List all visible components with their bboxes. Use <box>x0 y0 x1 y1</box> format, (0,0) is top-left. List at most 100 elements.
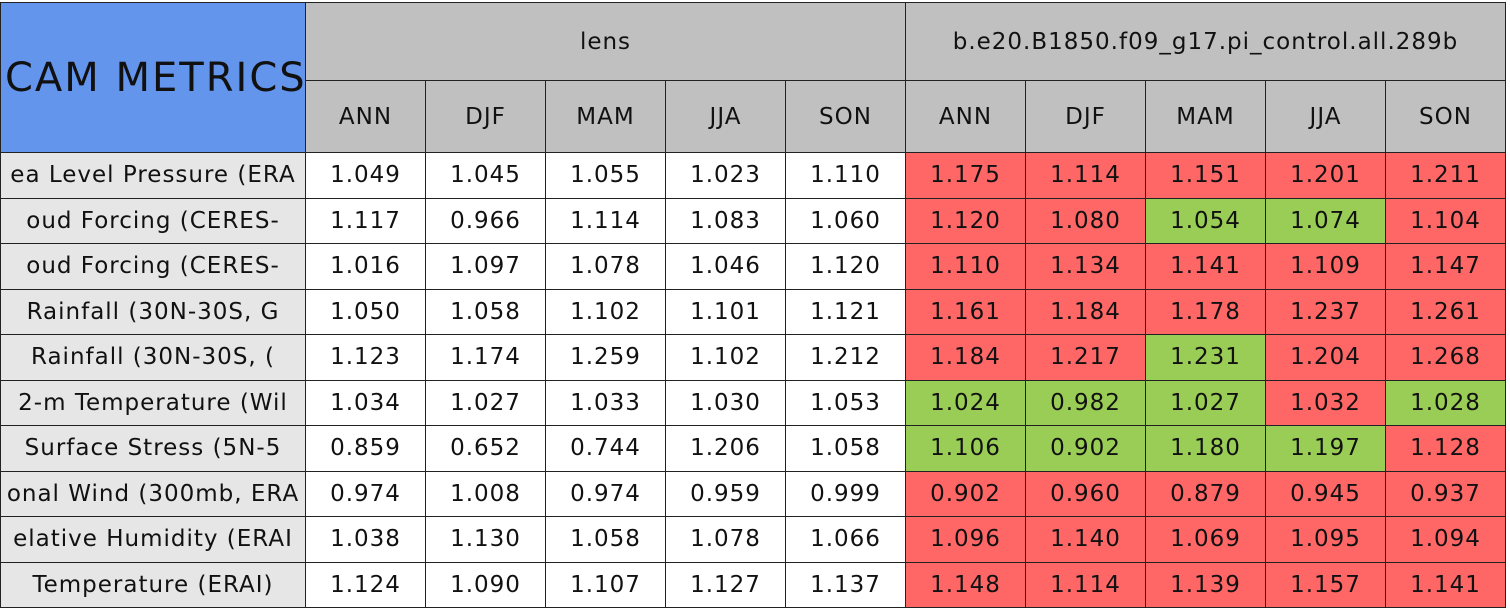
value-cell: 0.974 <box>305 470 426 517</box>
value-cell: 0.879 <box>1145 470 1266 517</box>
value-cell: 1.141 <box>1145 243 1266 290</box>
value-cell: 1.123 <box>305 334 426 381</box>
value-cell: 1.101 <box>665 288 786 335</box>
value-cell: 1.147 <box>1385 243 1506 290</box>
value-cell: 1.023 <box>665 152 786 199</box>
value-cell: 1.102 <box>665 334 786 381</box>
value-cell: 1.008 <box>425 470 546 517</box>
column-header: DJF <box>425 80 546 153</box>
value-cell: 1.078 <box>665 516 786 563</box>
value-cell: 1.078 <box>545 243 666 290</box>
value-cell: 1.058 <box>545 516 666 563</box>
value-cell: 1.148 <box>905 561 1026 608</box>
value-cell: 1.120 <box>905 197 1026 244</box>
value-cell: 1.050 <box>305 288 426 335</box>
value-cell: 0.966 <box>425 197 546 244</box>
value-cell: 1.178 <box>1145 288 1266 335</box>
value-cell: 1.080 <box>1025 197 1146 244</box>
value-cell: 1.028 <box>1385 379 1506 426</box>
value-cell: 1.120 <box>785 243 906 290</box>
value-cell: 0.974 <box>545 470 666 517</box>
value-cell: 1.151 <box>1145 152 1266 199</box>
row-label: elative Humidity (ERAI <box>0 516 306 563</box>
row-label: ea Level Pressure (ERA <box>0 152 306 199</box>
group-header: lens <box>305 2 906 81</box>
value-cell: 1.141 <box>1385 561 1506 608</box>
value-cell: 1.058 <box>425 288 546 335</box>
value-cell: 0.959 <box>665 470 786 517</box>
value-cell: 1.130 <box>425 516 546 563</box>
value-cell: 1.237 <box>1265 288 1386 335</box>
value-cell: 1.030 <box>665 379 786 426</box>
value-cell: 0.982 <box>1025 379 1146 426</box>
value-cell: 1.161 <box>905 288 1026 335</box>
value-cell: 1.016 <box>305 243 426 290</box>
value-cell: 1.096 <box>905 516 1026 563</box>
value-cell: 1.268 <box>1385 334 1506 381</box>
column-header: JJA <box>665 80 786 153</box>
row-label: oud Forcing (CERES- <box>0 243 306 290</box>
value-cell: 1.045 <box>425 152 546 199</box>
value-cell: 1.184 <box>905 334 1026 381</box>
value-cell: 1.083 <box>665 197 786 244</box>
value-cell: 1.127 <box>665 561 786 608</box>
value-cell: 1.184 <box>1025 288 1146 335</box>
value-cell: 1.174 <box>425 334 546 381</box>
value-cell: 0.859 <box>305 425 426 472</box>
value-cell: 1.046 <box>665 243 786 290</box>
value-cell: 1.055 <box>545 152 666 199</box>
row-label: Rainfall (30N-30S, ( <box>0 334 306 381</box>
value-cell: 0.902 <box>1025 425 1146 472</box>
value-cell: 1.058 <box>785 425 906 472</box>
value-cell: 1.204 <box>1265 334 1386 381</box>
row-label: 2-m Temperature (Wil <box>0 379 306 426</box>
value-cell: 1.114 <box>1025 561 1146 608</box>
row-label: onal Wind (300mb, ERA <box>0 470 306 517</box>
row-label: Rainfall (30N-30S, G <box>0 288 306 335</box>
value-cell: 1.097 <box>425 243 546 290</box>
value-cell: 1.027 <box>1145 379 1266 426</box>
table-title: CAM METRICS <box>0 2 306 153</box>
value-cell: 0.945 <box>1265 470 1386 517</box>
value-cell: 1.106 <box>905 425 1026 472</box>
value-cell: 1.261 <box>1385 288 1506 335</box>
value-cell: 1.128 <box>1385 425 1506 472</box>
group-header: b.e20.B1850.f09_g17.pi_control.all.289b <box>905 2 1506 81</box>
value-cell: 1.137 <box>785 561 906 608</box>
value-cell: 1.197 <box>1265 425 1386 472</box>
value-cell: 1.069 <box>1145 516 1266 563</box>
value-cell: 1.206 <box>665 425 786 472</box>
value-cell: 1.114 <box>545 197 666 244</box>
value-cell: 1.180 <box>1145 425 1266 472</box>
value-cell: 0.652 <box>425 425 546 472</box>
value-cell: 1.060 <box>785 197 906 244</box>
value-cell: 0.960 <box>1025 470 1146 517</box>
value-cell: 1.217 <box>1025 334 1146 381</box>
value-cell: 1.124 <box>305 561 426 608</box>
row-label: Temperature (ERAI) <box>0 561 306 608</box>
column-header: MAM <box>1145 80 1266 153</box>
value-cell: 1.027 <box>425 379 546 426</box>
value-cell: 1.211 <box>1385 152 1506 199</box>
value-cell: 0.999 <box>785 470 906 517</box>
row-label: oud Forcing (CERES- <box>0 197 306 244</box>
column-header: DJF <box>1025 80 1146 153</box>
value-cell: 1.033 <box>545 379 666 426</box>
value-cell: 1.102 <box>545 288 666 335</box>
value-cell: 1.134 <box>1025 243 1146 290</box>
value-cell: 1.024 <box>905 379 1026 426</box>
column-header: JJA <box>1265 80 1386 153</box>
column-header: ANN <box>905 80 1026 153</box>
value-cell: 1.140 <box>1025 516 1146 563</box>
value-cell: 1.053 <box>785 379 906 426</box>
value-cell: 1.201 <box>1265 152 1386 199</box>
column-header: MAM <box>545 80 666 153</box>
value-cell: 1.104 <box>1385 197 1506 244</box>
value-cell: 1.074 <box>1265 197 1386 244</box>
value-cell: 1.231 <box>1145 334 1266 381</box>
column-header: SON <box>785 80 906 153</box>
value-cell: 1.107 <box>545 561 666 608</box>
value-cell: 1.212 <box>785 334 906 381</box>
column-header: ANN <box>305 80 426 153</box>
row-label: Surface Stress (5N-5 <box>0 425 306 472</box>
